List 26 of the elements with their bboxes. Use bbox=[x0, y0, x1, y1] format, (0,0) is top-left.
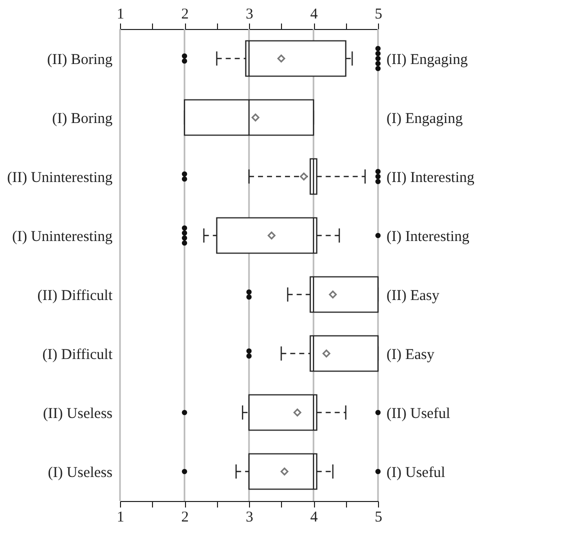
y-tick-label: (I) Difficult bbox=[42, 347, 114, 363]
x2-tick-label: 1 bbox=[116, 6, 124, 22]
y-tick-label: (I) Useless bbox=[48, 465, 113, 481]
x2-tick-label: 2 bbox=[181, 6, 189, 22]
y2-tick-label: (II) Engaging bbox=[386, 52, 468, 68]
y2-tick-label: (I) Useful bbox=[386, 465, 446, 481]
y-tick-label: (II) Boring bbox=[47, 52, 113, 68]
x2-tick-label: 5 bbox=[374, 6, 382, 22]
y-tick-label: (II) Uninteresting bbox=[7, 170, 113, 186]
y2-tick-label: (I) Engaging bbox=[386, 111, 464, 127]
y-tick-label: (II) Difficult bbox=[37, 288, 114, 304]
x2-tick-label: 3 bbox=[246, 6, 254, 22]
y2-tick-label: (II) Useful bbox=[386, 406, 450, 422]
x-tick-label: 2 bbox=[181, 510, 189, 526]
x-tick-label: 3 bbox=[246, 510, 254, 526]
x-tick-label: 4 bbox=[310, 510, 318, 526]
y-tick-label: (I) Uninteresting bbox=[12, 229, 113, 245]
x-tick-label: 1 bbox=[116, 510, 124, 526]
y-tick-label: (I) Boring bbox=[52, 111, 113, 127]
x-tick-label: 5 bbox=[374, 510, 382, 526]
y2-tick-label: (II) Interesting bbox=[386, 170, 475, 186]
y2-tick-label: (I) Easy bbox=[386, 347, 435, 363]
y2-tick-label: (I) Interesting bbox=[386, 229, 470, 245]
y2-tick-label: (II) Easy bbox=[386, 288, 440, 304]
x2-tick-label: 4 bbox=[310, 6, 318, 22]
y-tick-label: (II) Useless bbox=[42, 406, 113, 422]
